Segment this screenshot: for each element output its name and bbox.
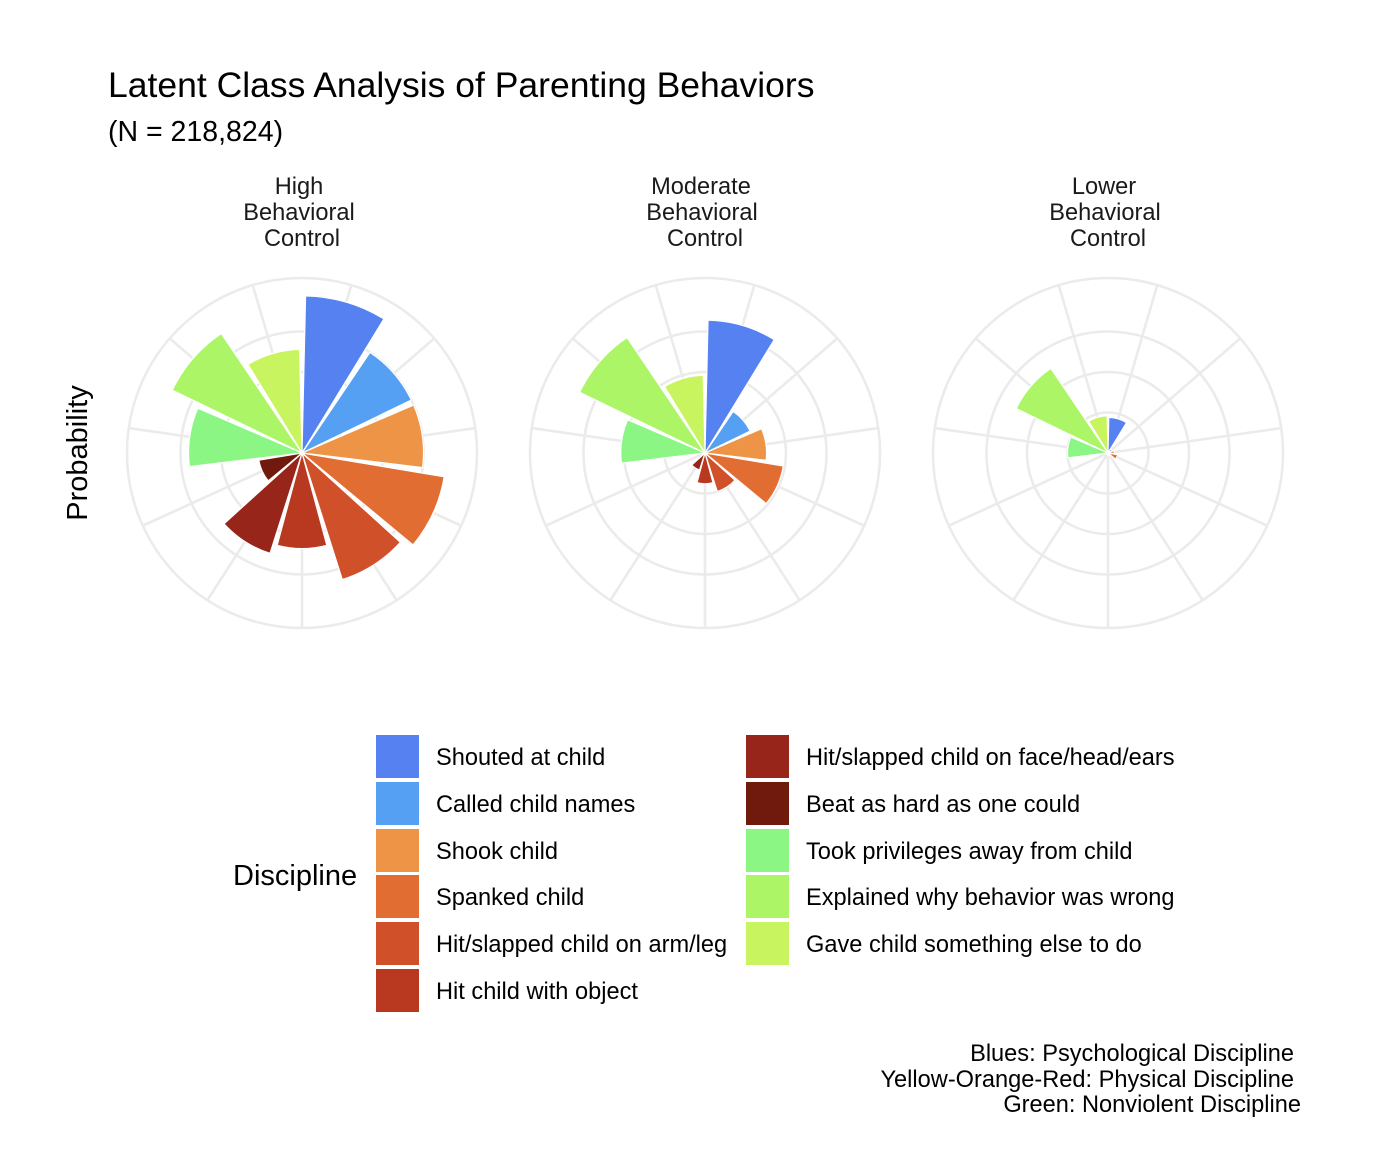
bar-took-privileges-away-from-child	[620, 418, 708, 464]
facet-label-line: Moderate	[651, 174, 751, 200]
legend-label: Hit/slapped child on arm/leg	[436, 932, 727, 958]
caption: Blues: Psychological Discipline Yellow-O…	[880, 1041, 1301, 1118]
facet-label-moderate: Moderate Behavioral Control	[646, 174, 757, 252]
bar-hit-child-with-object	[276, 450, 328, 550]
legend-label: Beat as hard as one could	[806, 792, 1080, 818]
bar-called-child-names	[300, 351, 413, 455]
caption-line: Blues: Psychological Discipline	[970, 1041, 1294, 1067]
legend-item: Gave child something else to do	[746, 922, 1142, 965]
legend-swatch	[376, 875, 419, 918]
bar-gave-child-something-else-to-do	[663, 374, 706, 456]
bar-explained-why-behavior-was-wrong	[578, 336, 707, 455]
legend-label: Shook child	[436, 839, 558, 865]
grid-spoke	[1107, 426, 1282, 455]
facet-label-line: Behavioral	[243, 200, 354, 226]
legend-swatch	[376, 735, 419, 778]
legend-item: Beat as hard as one could	[746, 782, 1080, 825]
facet-label-line: Control	[667, 226, 743, 252]
bar-shouted-at-child	[1107, 416, 1128, 456]
legend-label: Called child names	[436, 792, 635, 818]
grid-spoke	[545, 451, 706, 527]
facet-label-lower: Lower Behavioral Control	[1049, 174, 1160, 252]
facet-label-line: Control	[1070, 226, 1146, 252]
grid-spoke	[1107, 337, 1242, 454]
panel-bars	[171, 295, 445, 581]
bar-hit-slapped-child-on-arm-leg	[300, 451, 402, 581]
panel-bars	[578, 319, 784, 505]
panel-bars	[1015, 367, 1128, 461]
y-axis-title: Probability	[62, 385, 94, 521]
facet-label-line: Control	[264, 226, 340, 252]
bar-hit-child-with-object	[696, 450, 714, 485]
legend: Discipline Shouted at child Called child…	[233, 735, 1175, 1012]
grid-spoke	[1106, 452, 1204, 601]
legend-item: Took privileges away from child	[746, 829, 1133, 872]
caption-line: Yellow-Orange-Red: Physical Discipline	[880, 1067, 1294, 1093]
grid-spoke	[609, 452, 707, 601]
legend-item: Called child names	[376, 782, 635, 825]
legend-swatch	[376, 782, 419, 825]
legend-swatch	[376, 829, 419, 872]
legend-label: Shouted at child	[436, 745, 605, 771]
bar-gave-child-something-else-to-do	[247, 348, 303, 456]
grid-spoke	[948, 451, 1109, 527]
bar-shook-child	[702, 427, 768, 462]
bar-called-child-names	[703, 410, 751, 455]
bar-shouted-at-child	[704, 319, 776, 456]
legend-swatch	[746, 875, 789, 918]
legend-label: Spanked child	[436, 885, 584, 911]
bar-gave-child-something-else-to-do	[1087, 415, 1109, 456]
polar-panel-lower	[931, 276, 1285, 630]
facet-label-line: High	[275, 174, 324, 200]
facet-label-line: Lower	[1072, 174, 1136, 200]
bar-spanked-child	[299, 452, 445, 546]
legend-swatch	[376, 922, 419, 965]
bar-hit-slapped-child-on-face-head-ears	[690, 451, 707, 471]
legend-title: Discipline	[233, 860, 357, 892]
polar-panel-high	[125, 276, 479, 630]
grid-spoke	[1012, 452, 1110, 601]
facet-label-high: High Behavioral Control	[243, 174, 354, 252]
bar-took-privileges-away-from-child	[1066, 436, 1111, 459]
polar-panel-moderate	[528, 276, 882, 630]
legend-swatch	[746, 829, 789, 872]
legend-label: Explained why behavior was wrong	[806, 885, 1175, 911]
caption-line: Green: Nonviolent Discipline	[1003, 1092, 1301, 1118]
legend-item: Spanked child	[376, 875, 584, 918]
legend-item: Explained why behavior was wrong	[746, 875, 1175, 918]
legend-item: Hit/slapped child on face/head/ears	[746, 735, 1175, 778]
legend-swatch	[746, 922, 789, 965]
bar-took-privileges-away-from-child	[188, 407, 305, 468]
legend-item: Hit child with object	[376, 969, 638, 1012]
chart-title: Latent Class Analysis of Parenting Behav…	[108, 65, 814, 105]
bar-spanked-child	[702, 452, 784, 505]
legend-swatch	[746, 782, 789, 825]
legend-label: Hit child with object	[436, 979, 638, 1005]
chart-subtitle: (N = 218,824)	[108, 116, 283, 148]
facet-label-line: Behavioral	[1049, 200, 1160, 226]
legend-item: Shouted at child	[376, 735, 605, 778]
legend-label: Hit/slapped child on face/head/ears	[806, 745, 1175, 771]
legend-label: Gave child something else to do	[806, 932, 1142, 958]
bar-beat-as-hard-as-one-could	[258, 452, 305, 482]
bar-hit-slapped-child-on-face-head-ears	[223, 451, 304, 555]
panel-grid	[931, 276, 1285, 630]
bar-explained-why-behavior-was-wrong	[1015, 367, 1110, 455]
legend-label: Took privileges away from child	[806, 839, 1133, 865]
legend-item: Shook child	[376, 829, 558, 872]
legend-item: Hit/slapped child on arm/leg	[376, 922, 727, 965]
legend-swatch	[376, 969, 419, 1012]
bar-shouted-at-child	[301, 295, 385, 456]
bar-hit-slapped-child-on-arm-leg	[703, 451, 736, 493]
facet-label-line: Behavioral	[646, 200, 757, 226]
bar-shook-child	[299, 404, 425, 469]
legend-swatch	[746, 735, 789, 778]
bar-explained-why-behavior-was-wrong	[171, 332, 304, 455]
grid-spoke	[1107, 451, 1268, 527]
